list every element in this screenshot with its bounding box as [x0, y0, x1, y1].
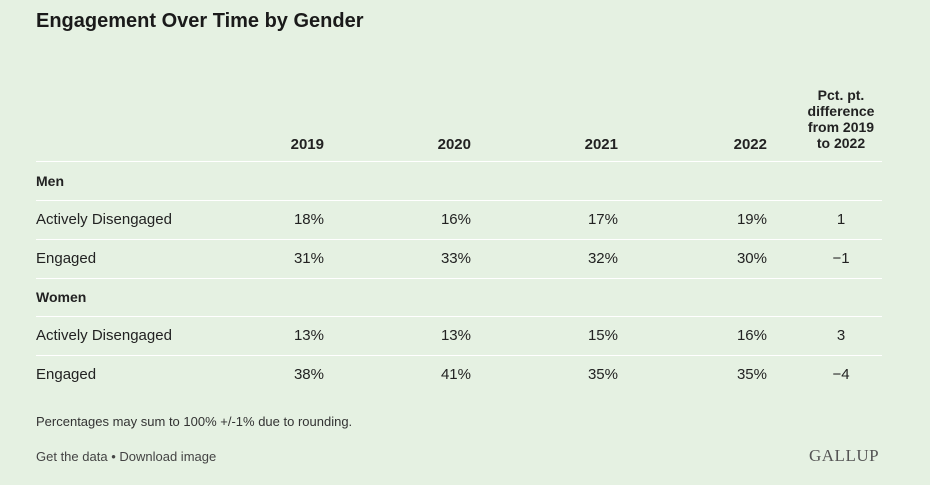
- group-label-women: Women: [36, 289, 87, 305]
- diff-cell: −1: [832, 250, 850, 267]
- column-header-2019: 2019: [290, 136, 324, 153]
- table-cell: 38%: [293, 366, 324, 383]
- row-divider: [36, 355, 882, 356]
- table-cell: 30%: [736, 250, 767, 267]
- diff-cell: −4: [832, 366, 850, 383]
- row-divider: [36, 239, 882, 240]
- diff-cell: 3: [836, 327, 846, 344]
- table-cell: 35%: [587, 366, 618, 383]
- column-header-2020: 2020: [437, 136, 471, 153]
- diff-header-line: Pct. pt.: [817, 87, 865, 103]
- table-cell: 19%: [736, 211, 767, 228]
- separator-dot: •: [111, 449, 116, 464]
- table-cell: 18%: [293, 211, 324, 228]
- row-divider: [36, 316, 882, 317]
- row-label: Engaged: [36, 250, 97, 267]
- table-cell: 32%: [587, 250, 618, 267]
- table-cell: 33%: [440, 250, 471, 267]
- download-image-link[interactable]: Download image: [119, 449, 217, 464]
- table-cell: 35%: [736, 366, 767, 383]
- row-label: Engaged: [36, 366, 97, 383]
- column-header-2021: 2021: [584, 136, 618, 153]
- column-header-2022: 2022: [733, 136, 767, 153]
- table-cell: 13%: [293, 327, 324, 344]
- row-divider: [36, 200, 882, 201]
- footer-links: Get the data • Download image: [36, 449, 216, 464]
- diff-column-header: Pct. pt. difference from 2019 to 2022: [790, 87, 892, 151]
- diff-header-line: to 2022: [816, 135, 866, 151]
- get-data-link[interactable]: Get the data: [36, 449, 108, 464]
- table-cell: 16%: [736, 327, 767, 344]
- diff-header-line: from 2019: [807, 119, 875, 135]
- table-cell: 13%: [440, 327, 471, 344]
- footnote: Percentages may sum to 100% +/-1% due to…: [36, 414, 353, 429]
- diff-header-line: difference: [807, 103, 875, 119]
- chart-title: Engagement Over Time by Gender: [36, 10, 364, 32]
- table-cell: 31%: [293, 250, 324, 267]
- table-cell: 15%: [587, 327, 618, 344]
- row-label: Actively Disengaged: [36, 211, 172, 228]
- row-divider: [36, 278, 882, 279]
- table-cell: 17%: [587, 211, 618, 228]
- table-cell: 41%: [440, 366, 471, 383]
- row-label: Actively Disengaged: [36, 327, 172, 344]
- diff-cell: 1: [836, 211, 846, 228]
- header-divider: [36, 161, 882, 162]
- group-label-men: Men: [36, 173, 64, 189]
- gallup-logo: GALLUP: [809, 446, 880, 465]
- table-cell: 16%: [440, 211, 471, 228]
